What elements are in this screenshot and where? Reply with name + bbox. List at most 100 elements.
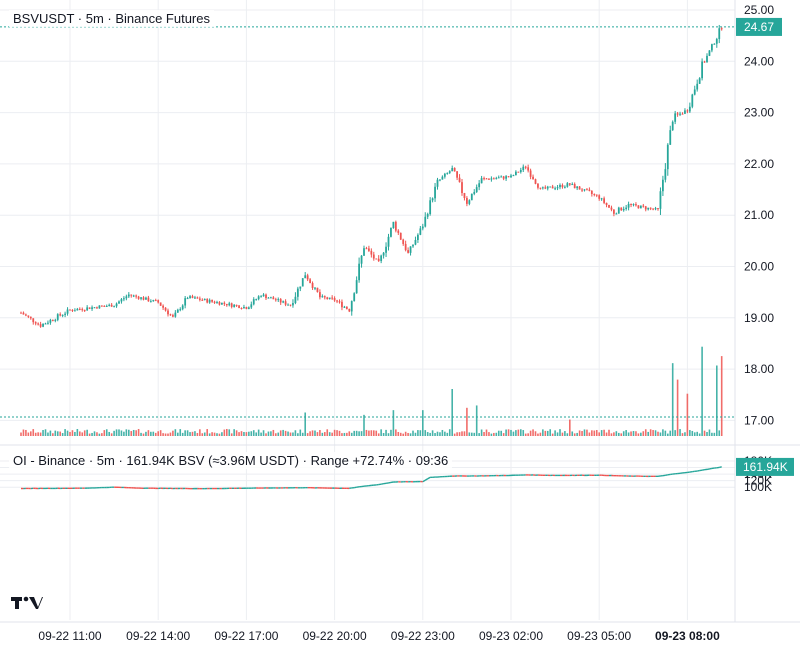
candle-body: [355, 280, 358, 294]
volume-bar: [83, 430, 86, 436]
candle-body: [319, 292, 321, 298]
volume-bar: [554, 430, 556, 436]
volume-bar: [488, 432, 490, 436]
volume-bar: [647, 431, 649, 436]
volume-bar: [108, 431, 110, 436]
volume-bar: [233, 429, 235, 436]
volume-bar: [331, 432, 333, 436]
volume-bar: [669, 430, 672, 436]
oi-pane-title: OI - Binance · 5m · 161.94K BSV (≈3.96M …: [9, 452, 453, 469]
volume-bar: [118, 429, 120, 436]
volume-bar: [282, 429, 284, 436]
volume-bar: [125, 429, 128, 436]
volume-bar: [54, 430, 57, 436]
oi-axis-tick-label: 120K: [744, 474, 772, 488]
candle-body: [497, 177, 500, 179]
candle-body: [289, 304, 292, 306]
volume-bar: [610, 433, 613, 436]
volume-bar: [39, 432, 42, 436]
volume-bar: [206, 429, 208, 436]
candle-body: [429, 200, 432, 215]
candle-body: [377, 258, 380, 261]
candle-body: [172, 315, 174, 317]
candle-body: [515, 171, 517, 176]
candle-body: [500, 176, 503, 178]
candle-body: [593, 193, 596, 195]
candle-body: [162, 305, 164, 308]
volume-bar: [218, 433, 221, 436]
volume-bar: [88, 433, 91, 436]
candle-body: [47, 322, 49, 324]
volume-bar: [686, 393, 689, 436]
volume-bar: [431, 430, 434, 436]
candle-body: [691, 94, 694, 107]
volume-bar: [529, 430, 532, 436]
volume-bar: [615, 431, 618, 436]
volume-bar: [365, 429, 368, 436]
volume-bar: [350, 432, 353, 436]
candle-body: [537, 183, 539, 188]
candle-body: [252, 299, 255, 305]
candle-body: [123, 298, 125, 300]
volume-bar: [478, 433, 480, 436]
volume-bar: [167, 433, 169, 436]
volume-bar: [412, 430, 414, 436]
candle-body: [608, 204, 610, 208]
candle-body: [679, 113, 681, 115]
volume-bar: [520, 429, 522, 436]
candle-body: [316, 287, 319, 293]
volume-bar: [240, 431, 243, 436]
volume-bar: [338, 430, 341, 436]
volume-bar: [510, 429, 512, 436]
candle-body: [88, 307, 91, 309]
volume-bar: [517, 429, 520, 436]
volume-bar: [368, 430, 370, 436]
candle-body: [145, 297, 147, 300]
volume-bar: [135, 430, 137, 436]
volume-bar: [142, 433, 145, 436]
candle-body: [34, 322, 37, 324]
candle-body: [321, 296, 324, 298]
volume-bar: [414, 432, 417, 436]
volume-bar: [684, 432, 686, 436]
volume-bar: [208, 433, 211, 436]
candle-body: [652, 208, 654, 210]
candle-body: [551, 186, 554, 189]
candle-body: [137, 296, 140, 299]
time-axis-tick-label: 09-22 20:00: [303, 629, 367, 643]
candle-body: [86, 307, 89, 311]
candle-body: [512, 175, 515, 177]
price-axis-tick-label: 23.00: [744, 106, 774, 120]
candle-body: [505, 176, 507, 179]
tradingview-logo-icon[interactable]: [11, 592, 43, 612]
volume-bar: [353, 430, 355, 436]
candle-body: [510, 175, 512, 178]
volume-bar: [603, 429, 605, 436]
volume-bar: [542, 429, 544, 436]
volume-bar: [549, 429, 551, 436]
volume-bar: [618, 432, 620, 436]
volume-bar: [397, 432, 400, 436]
volume-bar: [718, 430, 721, 436]
price-axis-tick-label: 24.00: [744, 54, 774, 68]
candle-body: [270, 297, 272, 299]
candle-body: [328, 297, 331, 299]
candle-body: [22, 312, 25, 315]
volume-bar: [326, 429, 329, 436]
volume-bar: [701, 346, 703, 436]
candle-body: [20, 312, 22, 314]
oi-line-segment: [427, 476, 431, 480]
candle-body: [130, 294, 133, 296]
volume-bar: [532, 429, 534, 436]
volume-bar: [71, 430, 74, 436]
candle-body: [44, 323, 47, 325]
volume-bar: [676, 379, 679, 436]
candle-body: [292, 303, 294, 306]
volume-bar: [157, 431, 159, 436]
time-axis-tick-label: 09-22 14:00: [126, 629, 190, 643]
volume-bar: [458, 432, 461, 436]
volume-bar: [708, 429, 711, 436]
volume-bar: [128, 429, 130, 436]
volume-bar: [522, 430, 525, 436]
